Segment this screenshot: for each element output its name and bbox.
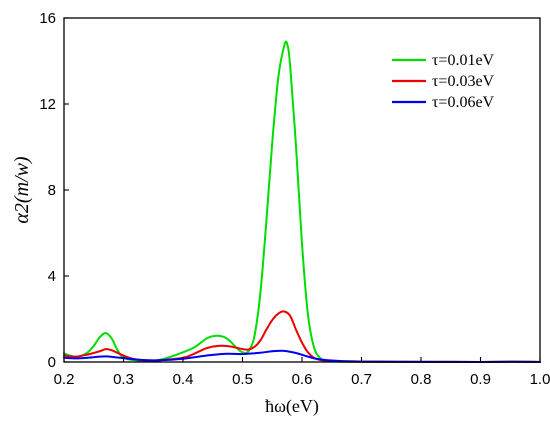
y-axis-title-text: α2(m/w)	[11, 156, 33, 223]
x-tick-label: 1.0	[530, 371, 550, 388]
x-tick-label: 0.3	[113, 371, 134, 388]
axis-ticks	[63, 17, 541, 363]
x-tick-label: 0.7	[351, 371, 372, 388]
x-tick-label: 0.6	[292, 371, 313, 388]
series-line-3	[63, 349, 541, 363]
y-tick-label: 0	[48, 354, 56, 371]
x-tick-label: 0.5	[232, 371, 253, 388]
x-axis-title: ħω(eV)	[265, 396, 319, 417]
series-line-1	[63, 40, 541, 363]
x-tick-label: 0.8	[411, 371, 432, 388]
axis-tick-labels: 0.2 0.3 0.4 0.5 0.6 0.7 0.8 0.9 1.0 0 4 8 12 16	[39, 10, 550, 388]
y-axis-title: α2(m/w)	[11, 156, 33, 223]
legend-label: τ=0.06eV	[432, 94, 495, 111]
y-tick-label: 8	[48, 182, 56, 199]
x-tick-label: 0.9	[470, 371, 491, 388]
plot-frame	[63, 17, 541, 363]
y-tick-label: 16	[39, 10, 56, 27]
legend: τ=0.01eV τ=0.03eV τ=0.06eV	[392, 52, 495, 111]
series-group	[63, 40, 541, 363]
y-tick-label: 4	[48, 268, 56, 285]
x-tick-label: 0.2	[54, 371, 75, 388]
y-tick-label: 12	[39, 96, 56, 113]
x-axis-title-text: ħω(eV)	[265, 396, 319, 417]
legend-label: τ=0.03eV	[432, 73, 495, 90]
x-tick-label: 0.4	[173, 371, 194, 388]
legend-label: τ=0.01eV	[432, 52, 495, 69]
